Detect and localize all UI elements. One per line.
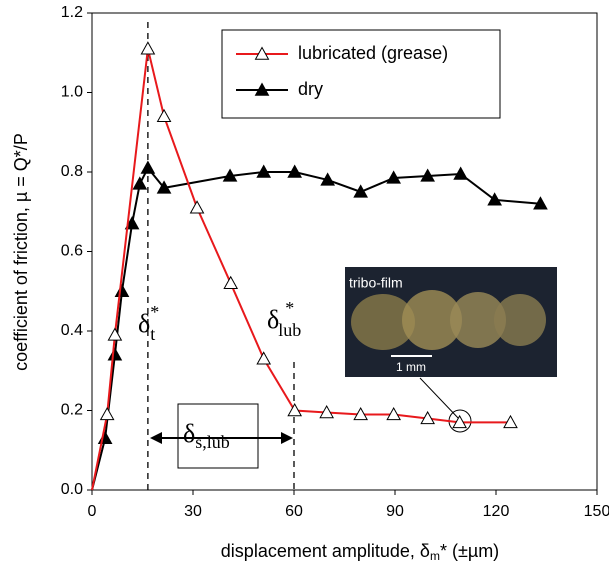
marker bbox=[107, 347, 123, 361]
marker bbox=[223, 275, 239, 289]
marker bbox=[386, 170, 402, 184]
marker bbox=[114, 283, 130, 297]
x-tick-label: 90 bbox=[386, 503, 404, 520]
x-label-sub: m bbox=[430, 549, 440, 563]
delta-sup: * bbox=[150, 302, 159, 322]
inset-title: tribo-film bbox=[349, 275, 403, 291]
y-tick-label: 0.2 bbox=[61, 402, 83, 419]
marker bbox=[222, 168, 238, 182]
marker bbox=[124, 216, 140, 230]
legend-box bbox=[221, 29, 501, 119]
x-tick-label: 120 bbox=[483, 503, 510, 520]
marker bbox=[287, 164, 303, 178]
marker bbox=[420, 410, 436, 425]
y-tick-label: 0.4 bbox=[61, 322, 83, 339]
delta-sub: s,lub bbox=[195, 432, 230, 452]
delta-base: δ bbox=[267, 305, 279, 334]
legend-label: lubricated (grease) bbox=[298, 43, 448, 63]
marker bbox=[97, 430, 113, 445]
film-blob bbox=[351, 294, 415, 350]
delta-sub: lub bbox=[278, 320, 301, 340]
y-axis-label: coefficient of friction, µ = Q*/P bbox=[11, 133, 31, 371]
x-tick-label: 60 bbox=[285, 503, 303, 520]
y-tick-label: 1.0 bbox=[61, 84, 83, 101]
marker bbox=[353, 406, 369, 421]
annotation-delta-t: δ* t bbox=[138, 302, 159, 344]
x-tick-label: 0 bbox=[88, 503, 97, 520]
film-blob bbox=[494, 294, 546, 346]
marker bbox=[386, 406, 402, 421]
marker bbox=[254, 82, 270, 96]
delta-s-lub-box bbox=[177, 403, 259, 469]
marker bbox=[533, 196, 548, 210]
film-blob bbox=[402, 290, 462, 350]
marker bbox=[320, 172, 336, 186]
inset-pointer bbox=[419, 377, 461, 421]
marker bbox=[453, 166, 468, 180]
marker bbox=[156, 180, 172, 194]
scale-bar-label: 1 mm bbox=[396, 360, 426, 374]
marker bbox=[107, 327, 123, 341]
series-line bbox=[91, 166, 541, 491]
delta-sup: * bbox=[285, 298, 294, 318]
marker bbox=[487, 192, 503, 206]
marker bbox=[256, 351, 272, 365]
y-tick-label: 0.8 bbox=[61, 163, 83, 180]
x-tick-label: 30 bbox=[184, 503, 202, 520]
inset-image: tribo-film 1 mm bbox=[345, 267, 557, 377]
marker bbox=[256, 164, 272, 178]
marker bbox=[353, 184, 369, 198]
marker bbox=[287, 402, 303, 417]
x-tick-label: 150 bbox=[584, 503, 609, 520]
marker bbox=[132, 176, 148, 190]
marker bbox=[452, 414, 467, 429]
x-label-after: * (±µm) bbox=[440, 541, 499, 561]
y-tick-label: 0.6 bbox=[61, 243, 83, 260]
marker bbox=[140, 160, 156, 174]
x-axis-label: displacement amplitude, δm* (±µm) bbox=[221, 541, 499, 563]
marker bbox=[140, 41, 156, 55]
marker bbox=[503, 414, 518, 429]
marker bbox=[156, 108, 172, 123]
marker bbox=[99, 406, 115, 421]
film-blob bbox=[450, 292, 506, 348]
delta-base: δ bbox=[138, 309, 150, 338]
marker bbox=[189, 200, 205, 214]
delta-sub: t bbox=[150, 324, 155, 344]
y-tick-label: 1.2 bbox=[61, 4, 83, 21]
marker bbox=[319, 404, 335, 419]
y-tick-label: 0.0 bbox=[61, 481, 83, 498]
x-label-text: displacement amplitude, δ bbox=[221, 541, 430, 561]
marker bbox=[420, 168, 436, 182]
delta-base: δ bbox=[183, 419, 195, 448]
legend-label: dry bbox=[298, 79, 323, 99]
marker bbox=[254, 46, 270, 60]
annotation-delta-lub: δ * lub bbox=[267, 298, 301, 340]
